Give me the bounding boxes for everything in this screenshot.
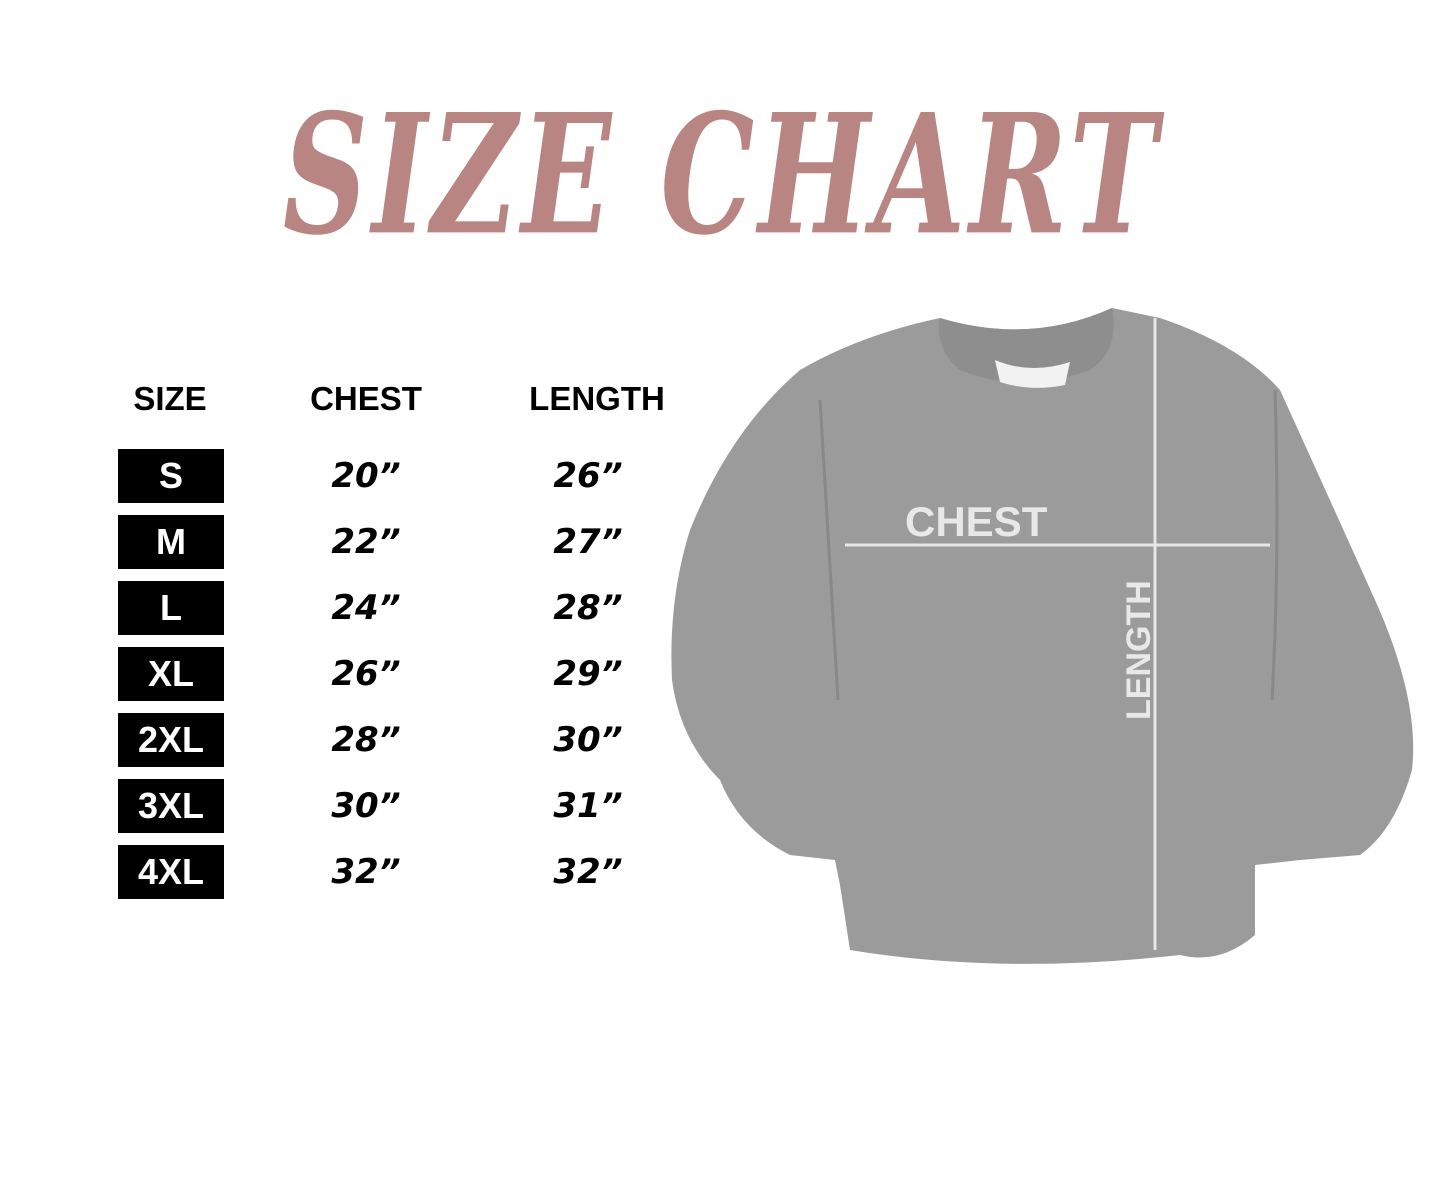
size-label-box: 2XL bbox=[118, 713, 224, 767]
sweatshirt-image bbox=[671, 308, 1414, 964]
sleeve-fold-left bbox=[818, 399, 840, 701]
chest-value: 24” bbox=[331, 588, 401, 628]
size-label-box: L bbox=[118, 581, 224, 635]
length-value: 30” bbox=[553, 720, 623, 760]
length-value: 32” bbox=[553, 852, 623, 892]
header-size: SIZE bbox=[133, 380, 207, 417]
chest-value: 26” bbox=[331, 654, 401, 694]
size-label-box: 3XL bbox=[118, 779, 224, 833]
header-length: LENGTH bbox=[529, 380, 665, 417]
sleeve-fold-right bbox=[1270, 389, 1279, 701]
length-value: 31” bbox=[553, 786, 623, 826]
length-value: 26” bbox=[553, 456, 623, 496]
chest-value: 20” bbox=[331, 456, 401, 496]
length-value: 27” bbox=[553, 522, 623, 562]
size-label-box: 4XL bbox=[118, 845, 224, 899]
size-label-box: M bbox=[118, 515, 224, 569]
chest-label: CHEST bbox=[905, 498, 1048, 545]
chest-value: 30” bbox=[331, 786, 401, 826]
chest-value: 32” bbox=[331, 852, 401, 892]
sweatshirt-tag bbox=[995, 360, 1070, 388]
size-label-box: S bbox=[118, 449, 224, 503]
length-value: 28” bbox=[553, 588, 623, 628]
page-title: SIZE CHART bbox=[282, 77, 1162, 272]
chest-value: 22” bbox=[331, 522, 401, 562]
sweatshirt-collar bbox=[939, 308, 1114, 383]
length-value: 29” bbox=[553, 654, 623, 694]
size-label-box: XL bbox=[118, 647, 224, 701]
length-label: LENGTH bbox=[1120, 580, 1158, 720]
chest-value: 28” bbox=[331, 720, 401, 760]
header-chest: CHEST bbox=[310, 380, 422, 417]
